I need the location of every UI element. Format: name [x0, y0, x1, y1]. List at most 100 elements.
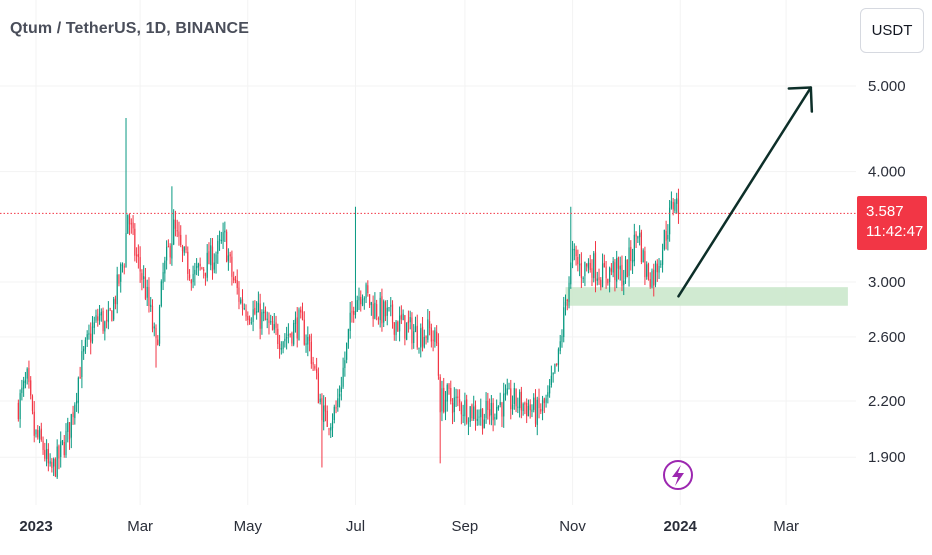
candle-body: [497, 405, 500, 409]
candle-body: [61, 440, 64, 443]
candle-body: [136, 254, 138, 256]
projection-arrow[interactable]: [677, 86, 813, 298]
candle-body: [360, 296, 362, 305]
candle-body: [331, 421, 334, 429]
candle-body: [72, 412, 74, 418]
candle-body: [582, 277, 584, 279]
projection-arrow-layer[interactable]: [677, 86, 814, 298]
candle: [540, 403, 542, 415]
candle-body: [612, 261, 614, 273]
candle: [74, 402, 76, 425]
candle-body: [174, 219, 177, 229]
candle-body: [413, 331, 415, 344]
support-zone[interactable]: [565, 287, 848, 306]
candle-body: [204, 272, 207, 276]
candle: [137, 244, 139, 269]
candle-body: [49, 461, 51, 464]
candle-body: [511, 404, 514, 410]
candle: [596, 271, 598, 286]
candle: [617, 256, 620, 280]
candle: [603, 254, 605, 268]
candle-body: [192, 273, 194, 283]
candle-body: [391, 304, 394, 323]
candle-body: [669, 207, 671, 235]
candle-body: [430, 327, 432, 342]
support-zone-layer[interactable]: [565, 287, 848, 306]
candle-body: [157, 339, 159, 346]
lightning-icon-bolt: [672, 465, 684, 486]
candle-body: [51, 461, 53, 468]
price-axis[interactable]: 5.000 4.000 3.000 2.600 2.200 1.900: [868, 78, 906, 466]
currency-button[interactable]: USDT: [860, 8, 924, 53]
candle-body: [559, 341, 561, 352]
candle-body: [213, 262, 215, 270]
candle: [563, 296, 565, 343]
candle: [17, 399, 19, 422]
candle: [114, 295, 117, 310]
candle-body: [210, 245, 212, 266]
candle-body: [517, 406, 519, 408]
candle: [467, 417, 470, 436]
candle-body: [289, 333, 291, 335]
candle: [534, 389, 537, 428]
candle: [661, 243, 664, 273]
candle: [402, 309, 404, 321]
candle-body: [68, 422, 71, 440]
candle-body: [196, 266, 198, 269]
candle: [400, 305, 402, 324]
candle-body: [35, 429, 37, 435]
candle-body: [628, 247, 630, 276]
lightning-icon[interactable]: [663, 460, 693, 490]
candle: [23, 376, 25, 397]
candle: [676, 192, 678, 214]
candle-body: [596, 278, 598, 281]
candle: [102, 307, 104, 334]
candle-body: [372, 303, 374, 319]
time-tick-label: May: [234, 518, 263, 535]
candle: [263, 302, 265, 322]
candle: [561, 329, 563, 348]
candle: [180, 225, 182, 248]
candle: [619, 256, 621, 281]
candle-body: [324, 404, 327, 412]
candle-body: [471, 404, 473, 419]
candle: [437, 333, 440, 380]
candle: [206, 244, 208, 282]
candle-body: [256, 311, 258, 313]
candle-body: [277, 328, 279, 345]
candle-body: [513, 388, 515, 405]
time-axis[interactable]: 2023 Mar May Jul Sep Nov 2024 Mar: [19, 518, 799, 535]
candle-body: [296, 317, 298, 339]
candle-body: [351, 311, 353, 313]
candle: [524, 401, 526, 415]
candle: [93, 316, 95, 335]
candle: [529, 399, 531, 419]
candle: [642, 248, 644, 263]
candle-body: [206, 252, 208, 278]
candle-body: [556, 363, 558, 365]
time-tick-label: Jul: [346, 518, 365, 535]
candle: [649, 272, 651, 289]
candle-body: [515, 388, 517, 407]
candle: [589, 254, 591, 273]
candle-body: [132, 222, 134, 229]
candle-body: [349, 312, 351, 331]
candle-body: [674, 202, 676, 211]
candle-body: [169, 245, 171, 258]
candle: [607, 278, 609, 286]
candle-body: [428, 321, 431, 329]
candle-body: [676, 198, 678, 204]
candle-body: [531, 409, 533, 412]
candle-body: [74, 404, 76, 419]
candle-body: [549, 385, 551, 394]
candle: [388, 307, 390, 312]
candle-body: [150, 304, 152, 307]
candle-body: [259, 303, 261, 329]
candle-body: [247, 315, 249, 320]
candle: [344, 351, 346, 377]
candle-body: [459, 399, 461, 403]
candle-body: [300, 309, 302, 313]
candle: [451, 398, 454, 425]
